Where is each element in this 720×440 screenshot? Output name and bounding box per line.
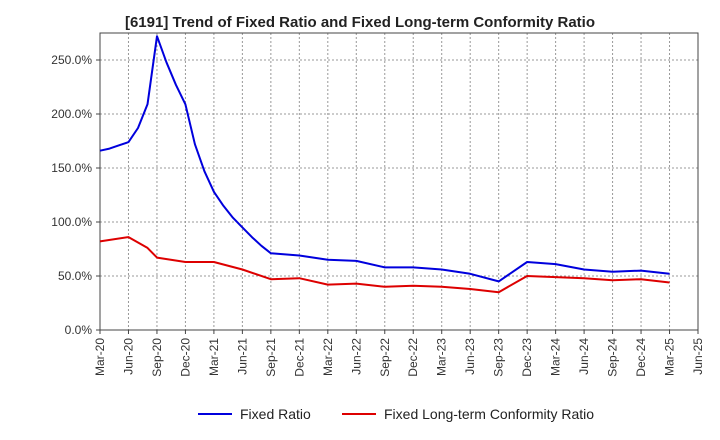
legend-label-fixed-ratio: Fixed Ratio bbox=[240, 406, 311, 422]
x-tick-label: Dec-24 bbox=[634, 338, 648, 377]
x-axis-ticks: Mar-20 Jun-20 Sep-20 Dec-20 Mar-21 Jun-21 Sep-… bbox=[93, 330, 705, 377]
y-tick-label: 0.0% bbox=[65, 323, 93, 337]
x-tick-label: Jun-23 bbox=[463, 338, 477, 375]
x-tick-label: Dec-20 bbox=[178, 338, 192, 377]
grid-lines bbox=[100, 33, 698, 330]
x-tick-label: Dec-21 bbox=[292, 338, 306, 377]
y-axis-ticks: 0.0% 50.0% 100.0% 150.0% 200.0% 250.0% bbox=[51, 53, 100, 337]
y-tick-label: 100.0% bbox=[51, 215, 92, 229]
y-tick-label: 200.0% bbox=[51, 107, 92, 121]
x-tick-label: Mar-23 bbox=[435, 338, 449, 376]
x-tick-label: Sep-20 bbox=[150, 338, 164, 377]
x-tick-label: Jun-21 bbox=[235, 338, 249, 375]
y-tick-label: 250.0% bbox=[51, 53, 92, 67]
series-lines bbox=[99, 35, 670, 294]
x-tick-label: Sep-21 bbox=[264, 338, 278, 377]
x-tick-label: Mar-20 bbox=[93, 338, 107, 376]
x-tick-label: Mar-21 bbox=[207, 338, 221, 376]
y-tick-label: 150.0% bbox=[51, 161, 92, 175]
legend: Fixed Ratio Fixed Long-term Conformity R… bbox=[198, 406, 594, 422]
x-tick-label: Dec-22 bbox=[406, 338, 420, 377]
x-tick-label: Sep-23 bbox=[492, 338, 506, 377]
plot-area-frame bbox=[99, 32, 699, 331]
x-tick-label: Dec-23 bbox=[520, 338, 534, 377]
x-tick-label: Mar-24 bbox=[549, 338, 563, 376]
x-tick-label: Jun-25 bbox=[691, 338, 705, 375]
x-tick-label: Jun-22 bbox=[349, 338, 363, 375]
x-tick-label: Sep-24 bbox=[606, 338, 620, 377]
x-tick-label: Sep-22 bbox=[378, 338, 392, 377]
series-line-fixed-ratio bbox=[99, 35, 670, 283]
y-tick-label: 50.0% bbox=[58, 269, 92, 283]
x-tick-label: Mar-22 bbox=[321, 338, 335, 376]
chart-title: [6191] Trend of Fixed Ratio and Fixed Lo… bbox=[124, 14, 596, 31]
x-tick-label: Jun-24 bbox=[577, 338, 591, 375]
x-tick-label: Mar-25 bbox=[663, 338, 677, 376]
series-line-fixed-long-term-conformity-ratio bbox=[99, 236, 670, 294]
legend-label-fixed-long-term-conformity-ratio: Fixed Long-term Conformity Ratio bbox=[384, 406, 594, 422]
x-tick-label: Jun-20 bbox=[121, 338, 135, 375]
